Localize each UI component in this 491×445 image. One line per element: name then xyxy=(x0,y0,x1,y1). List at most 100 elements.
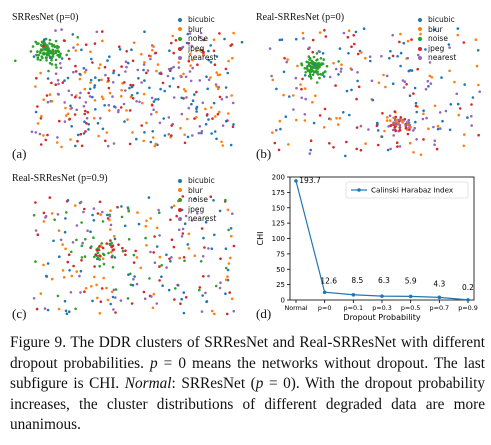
scatter-point xyxy=(209,60,213,64)
scatter-point xyxy=(432,125,435,129)
scatter-point xyxy=(316,63,320,66)
scatter-point xyxy=(169,218,172,222)
scatter-point xyxy=(213,63,217,66)
scatter-point xyxy=(157,208,160,212)
scatter-point xyxy=(84,130,87,133)
scatter-point xyxy=(312,71,316,74)
scatter-point xyxy=(50,81,53,85)
caption-after-normal: : SRResNet ( xyxy=(171,375,256,392)
scatter-point xyxy=(295,118,298,122)
scatter-point xyxy=(93,42,97,45)
scatter-point xyxy=(78,96,81,99)
scatter-point xyxy=(133,275,136,278)
scatter-point xyxy=(323,107,327,111)
scatter-point xyxy=(101,39,104,43)
scatter-point xyxy=(458,107,462,110)
scatter-point xyxy=(66,260,70,264)
scatter-point xyxy=(64,217,67,220)
scatter-point xyxy=(224,67,228,71)
scatter-point xyxy=(96,296,99,300)
scatter-point xyxy=(128,86,131,90)
scatter-point xyxy=(52,239,55,243)
scatter-point xyxy=(181,195,185,198)
scatter-point xyxy=(188,70,192,73)
scatter-point xyxy=(84,238,87,241)
scatter-point xyxy=(381,112,384,115)
scatter-point xyxy=(117,243,120,246)
scatter-point xyxy=(207,247,210,250)
scatter-point xyxy=(453,80,456,84)
scatter-point xyxy=(103,104,106,107)
scatter-point xyxy=(334,67,338,71)
scatter-point xyxy=(58,62,62,65)
scatter-point xyxy=(135,137,138,141)
scatter-point xyxy=(324,35,328,38)
scatter-point xyxy=(69,104,72,108)
scatter-point xyxy=(183,259,186,263)
scatter-point xyxy=(229,227,233,230)
scatter-point xyxy=(50,63,54,66)
scatter-point xyxy=(362,27,366,31)
scatter-point xyxy=(398,124,402,127)
legend-item: noise xyxy=(178,195,216,205)
scatter-point xyxy=(93,99,97,102)
scatter-point xyxy=(206,113,209,116)
legend-dot-icon xyxy=(178,207,182,212)
scatter-point xyxy=(56,213,60,216)
legend-item: jpeg xyxy=(178,205,216,215)
scatter-point xyxy=(213,130,217,133)
scatter-point xyxy=(318,114,322,117)
scatter-point xyxy=(212,38,216,41)
scatter-point xyxy=(308,71,312,74)
scatter-point xyxy=(310,68,313,71)
legend-item: bicubic xyxy=(178,15,216,25)
scatter-point xyxy=(64,247,67,251)
scatter-point xyxy=(304,97,307,101)
scatter-point xyxy=(433,139,437,142)
scatter-point xyxy=(57,53,60,57)
scatter-point xyxy=(143,297,147,300)
scatter-point xyxy=(107,77,110,80)
scatter-point xyxy=(109,228,112,231)
scatter-point xyxy=(92,219,96,222)
scatter-point xyxy=(191,58,194,62)
scatter-point xyxy=(391,82,395,85)
scatter-point xyxy=(207,58,211,62)
scatter-point xyxy=(84,101,88,104)
scatter-point xyxy=(109,239,112,242)
scatter-point xyxy=(305,60,308,64)
scatter-point xyxy=(120,88,123,92)
scatter-point xyxy=(339,70,343,73)
scatter-point xyxy=(170,124,173,127)
legend-label: blur xyxy=(188,24,203,34)
scatter-point xyxy=(344,154,347,158)
scatter-point xyxy=(200,130,204,133)
scatter-point xyxy=(413,86,417,90)
scatter-point xyxy=(216,112,220,116)
data-label: 5.9 xyxy=(405,276,417,285)
scatter-point xyxy=(319,72,322,76)
scatter-point xyxy=(144,224,148,228)
scatter-point xyxy=(100,242,103,245)
scatter-point xyxy=(91,61,94,64)
scatter-point xyxy=(226,268,230,272)
scatter-point xyxy=(170,41,173,45)
scatter-point xyxy=(92,207,96,210)
scatter-point xyxy=(135,282,139,286)
scatter-point xyxy=(45,59,48,62)
scatter-point xyxy=(398,126,402,129)
scatter-point xyxy=(399,116,403,119)
scatter-point xyxy=(231,101,235,105)
scatter-point xyxy=(88,87,92,91)
scatter-point xyxy=(64,106,67,110)
scatter-point xyxy=(360,51,363,54)
scatter-point xyxy=(160,275,163,278)
scatter-point xyxy=(200,227,204,230)
scatter-point xyxy=(102,253,106,257)
scatter-point xyxy=(130,85,134,89)
scatter-point xyxy=(37,53,40,57)
scatter-point xyxy=(87,128,90,131)
scatter-point xyxy=(129,283,133,287)
scatter-point xyxy=(96,251,100,254)
scatter-point xyxy=(215,71,218,74)
